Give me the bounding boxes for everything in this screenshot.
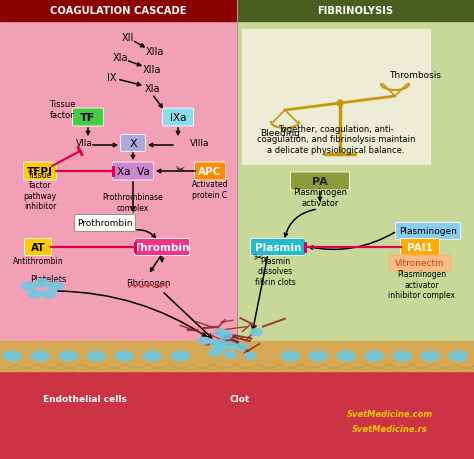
FancyBboxPatch shape (401, 239, 439, 256)
Text: Endothelial cells: Endothelial cells (43, 395, 127, 403)
Text: VIIa: VIIa (76, 138, 93, 147)
Ellipse shape (309, 351, 327, 361)
Text: Bleeding: Bleeding (260, 128, 300, 137)
Ellipse shape (42, 291, 56, 298)
FancyBboxPatch shape (163, 109, 193, 127)
Bar (237, 0, 474, 22)
Ellipse shape (3, 351, 21, 361)
Text: Thrombosis: Thrombosis (389, 70, 441, 79)
Ellipse shape (393, 351, 411, 361)
Text: Thrombin: Thrombin (134, 242, 190, 252)
Text: VIIIa: VIIIa (190, 138, 210, 147)
FancyBboxPatch shape (25, 239, 52, 256)
Text: Antithrombin: Antithrombin (13, 257, 64, 266)
Text: Prothrombinase
complex: Prothrombinase complex (103, 193, 164, 212)
Ellipse shape (449, 351, 467, 361)
Text: Fibrinogen: Fibrinogen (126, 278, 170, 287)
FancyBboxPatch shape (24, 162, 56, 180)
FancyBboxPatch shape (250, 239, 306, 256)
Text: PAI1: PAI1 (407, 242, 433, 252)
Text: Activated
protein C: Activated protein C (192, 180, 228, 199)
Text: Platelets: Platelets (30, 275, 66, 284)
Bar (0, 371, 474, 459)
Bar (237, 0, 474, 459)
FancyBboxPatch shape (120, 135, 146, 152)
Text: Plasminogen: Plasminogen (399, 227, 457, 236)
Text: XIIa: XIIa (143, 65, 161, 75)
Text: TFPI: TFPI (27, 167, 53, 177)
Text: AT: AT (31, 242, 45, 252)
Ellipse shape (225, 342, 237, 349)
Text: APC: APC (199, 167, 222, 177)
Ellipse shape (236, 344, 247, 351)
Ellipse shape (87, 351, 105, 361)
Text: IX: IX (107, 73, 117, 83)
Text: XIa: XIa (144, 84, 160, 94)
Ellipse shape (210, 340, 222, 347)
FancyBboxPatch shape (135, 239, 190, 256)
Text: Prothrombin: Prothrombin (77, 219, 133, 228)
FancyBboxPatch shape (395, 223, 461, 240)
Bar (242, 30, 430, 165)
Text: PA: PA (312, 177, 328, 187)
Text: XII: XII (122, 33, 134, 43)
Text: Together, coagulation, anti-
coagulation, and fibrinolysis maintain
a delicate p: Together, coagulation, anti- coagulation… (257, 125, 415, 155)
Ellipse shape (171, 351, 189, 361)
Ellipse shape (209, 350, 220, 357)
Bar (0, 341, 474, 371)
Ellipse shape (213, 346, 225, 353)
Text: TF: TF (81, 113, 96, 123)
Text: Tissue
factor: Tissue factor (49, 100, 75, 119)
Ellipse shape (365, 351, 383, 361)
FancyBboxPatch shape (74, 215, 136, 232)
Ellipse shape (35, 280, 49, 287)
Text: Plasmin: Plasmin (255, 242, 301, 252)
Circle shape (337, 101, 343, 107)
Ellipse shape (214, 340, 226, 347)
Ellipse shape (421, 351, 439, 361)
Text: IXa: IXa (170, 113, 186, 123)
Text: ✂: ✂ (175, 165, 185, 174)
Ellipse shape (49, 282, 63, 291)
Text: Plasmin
dissolves
fibrin clots: Plasmin dissolves fibrin clots (255, 257, 295, 286)
Bar (0, 0, 237, 22)
FancyBboxPatch shape (291, 173, 349, 190)
Text: COAGULATION CASCADE: COAGULATION CASCADE (50, 6, 186, 16)
FancyBboxPatch shape (390, 256, 450, 271)
Text: Plasminogen
activator: Plasminogen activator (293, 188, 347, 207)
Text: XIIa: XIIa (146, 47, 164, 57)
Ellipse shape (250, 329, 263, 336)
FancyBboxPatch shape (73, 109, 103, 127)
Ellipse shape (31, 351, 49, 361)
Ellipse shape (143, 351, 161, 361)
FancyBboxPatch shape (194, 162, 226, 180)
Text: X: X (129, 139, 137, 149)
Ellipse shape (215, 329, 227, 336)
Text: Vitronectin: Vitronectin (395, 259, 445, 268)
Text: Xa  Va: Xa Va (117, 167, 149, 177)
Text: ✂: ✂ (253, 252, 263, 263)
Text: XIa: XIa (112, 53, 128, 63)
Ellipse shape (337, 351, 355, 361)
Text: SvetMedicine.rs: SvetMedicine.rs (352, 425, 428, 434)
Text: Plasminogen
activator
inhibitor complex: Plasminogen activator inhibitor complex (389, 269, 456, 299)
Text: Tissue
factor
pathway
inhibitor: Tissue factor pathway inhibitor (23, 171, 56, 211)
Ellipse shape (244, 353, 256, 359)
Text: SvetMedicine.com: SvetMedicine.com (347, 409, 433, 419)
Text: FIBRINOLYSIS: FIBRINOLYSIS (317, 6, 393, 16)
Ellipse shape (224, 352, 236, 358)
Ellipse shape (115, 351, 133, 361)
FancyBboxPatch shape (112, 162, 154, 180)
Ellipse shape (220, 332, 232, 339)
Ellipse shape (28, 291, 42, 298)
Ellipse shape (198, 337, 210, 345)
Text: Clot: Clot (230, 395, 250, 403)
Ellipse shape (281, 351, 299, 361)
Ellipse shape (59, 351, 77, 361)
Ellipse shape (21, 282, 35, 291)
Bar (0, 0, 237, 459)
